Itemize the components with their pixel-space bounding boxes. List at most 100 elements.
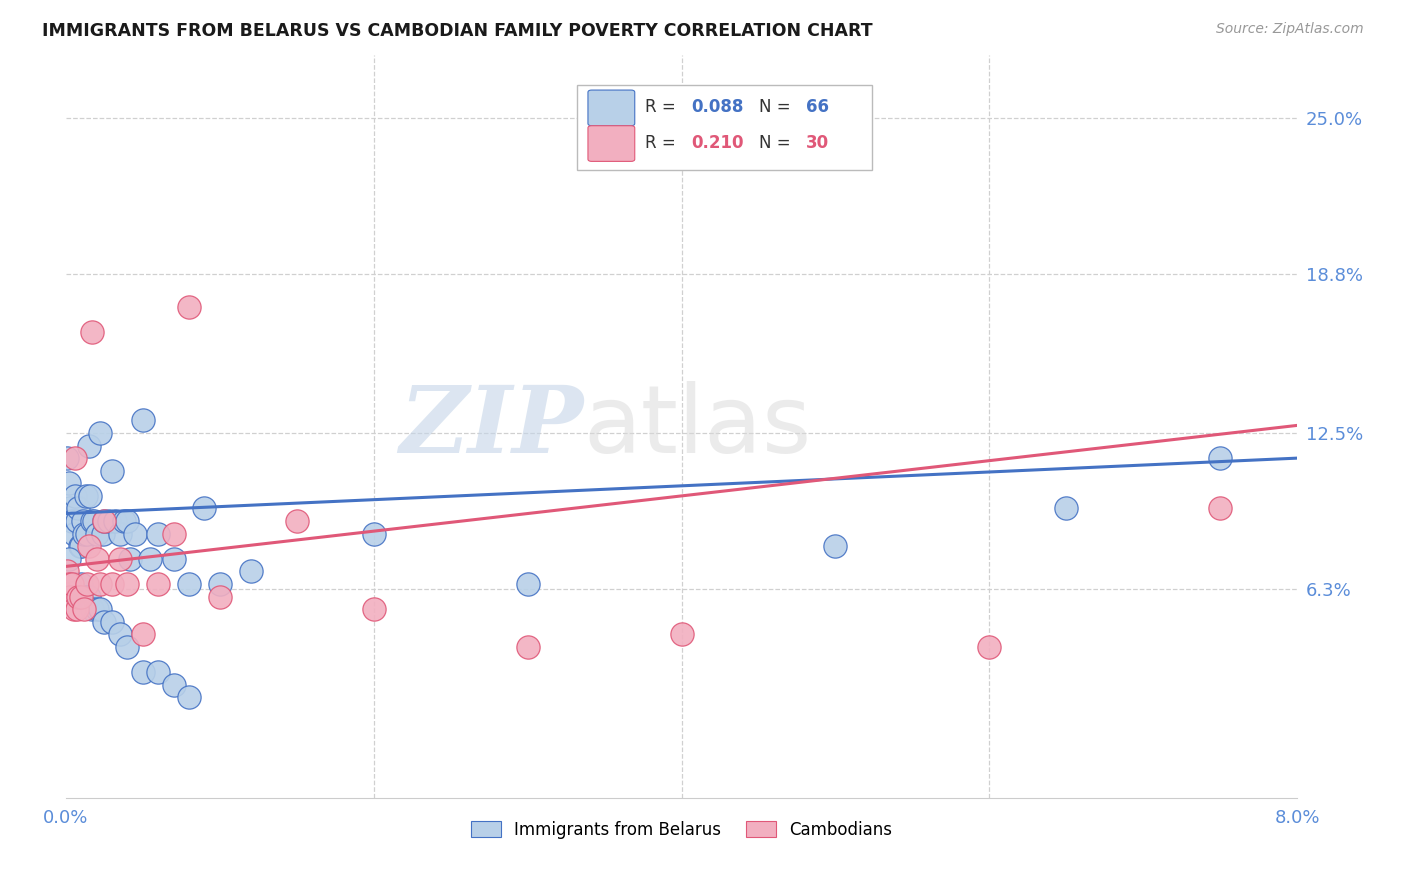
Point — [117, 640, 139, 654]
Point — [162, 526, 184, 541]
Text: Source: ZipAtlas.com: Source: ZipAtlas.com — [1216, 22, 1364, 37]
Point — [208, 577, 231, 591]
Point — [117, 577, 139, 591]
Point — [117, 514, 139, 528]
Point — [979, 640, 1001, 654]
Point — [60, 577, 83, 591]
Point — [70, 577, 93, 591]
Text: R =: R = — [644, 98, 681, 116]
Point — [124, 526, 146, 541]
Point — [77, 438, 100, 452]
Point — [671, 627, 693, 641]
Text: R =: R = — [644, 134, 681, 152]
Text: 0.088: 0.088 — [692, 98, 744, 116]
Point — [193, 501, 215, 516]
Point — [76, 577, 98, 591]
Point — [67, 590, 90, 604]
Point — [93, 514, 115, 528]
Point — [62, 577, 84, 591]
Point — [58, 577, 80, 591]
Point — [89, 425, 111, 440]
Point — [824, 539, 846, 553]
Point — [112, 514, 135, 528]
Point — [104, 514, 127, 528]
Point — [79, 489, 101, 503]
Point — [59, 501, 82, 516]
Point — [97, 514, 120, 528]
Point — [89, 577, 111, 591]
Point — [70, 539, 93, 553]
Text: IMMIGRANTS FROM BELARUS VS CAMBODIAN FAMILY POVERTY CORRELATION CHART: IMMIGRANTS FROM BELARUS VS CAMBODIAN FAM… — [42, 22, 873, 40]
Point — [83, 514, 105, 528]
Point — [56, 565, 79, 579]
Point — [101, 577, 124, 591]
Point — [77, 539, 100, 553]
Point — [1209, 501, 1232, 516]
Point — [239, 565, 262, 579]
Point — [132, 665, 155, 680]
Point — [56, 451, 79, 466]
Point — [1209, 451, 1232, 466]
Point — [60, 577, 83, 591]
Point — [80, 602, 103, 616]
Text: 30: 30 — [806, 134, 830, 152]
Point — [69, 539, 91, 553]
Text: ZIP: ZIP — [399, 382, 583, 472]
Point — [1054, 501, 1077, 516]
Point — [62, 526, 84, 541]
Point — [58, 476, 80, 491]
Point — [76, 590, 98, 604]
Point — [177, 300, 200, 314]
Point — [80, 514, 103, 528]
Point — [73, 590, 96, 604]
Point — [65, 514, 87, 528]
FancyBboxPatch shape — [576, 85, 873, 170]
Point — [86, 526, 108, 541]
Point — [86, 552, 108, 566]
Point — [146, 665, 169, 680]
Point — [63, 489, 86, 503]
Point — [101, 464, 124, 478]
Point — [59, 590, 82, 604]
Point — [67, 501, 90, 516]
Point — [516, 640, 538, 654]
Point — [75, 489, 97, 503]
FancyBboxPatch shape — [588, 126, 634, 161]
FancyBboxPatch shape — [588, 90, 634, 126]
Point — [58, 552, 80, 566]
Point — [162, 552, 184, 566]
Point — [101, 615, 124, 629]
Point — [162, 678, 184, 692]
Point — [91, 526, 114, 541]
Text: N =: N = — [759, 134, 796, 152]
Point — [59, 577, 82, 591]
Legend: Immigrants from Belarus, Cambodians: Immigrants from Belarus, Cambodians — [464, 814, 898, 846]
Point — [93, 615, 115, 629]
Point — [86, 602, 108, 616]
Point — [73, 526, 96, 541]
Point — [363, 526, 385, 541]
Point — [139, 552, 162, 566]
Point — [177, 577, 200, 591]
Text: atlas: atlas — [583, 381, 811, 473]
Point — [63, 451, 86, 466]
Point — [146, 577, 169, 591]
Point — [80, 325, 103, 339]
Text: 66: 66 — [806, 98, 830, 116]
Point — [516, 577, 538, 591]
Point — [120, 552, 142, 566]
Point — [177, 690, 200, 705]
Point — [108, 526, 131, 541]
Point — [89, 602, 111, 616]
Text: N =: N = — [759, 98, 796, 116]
Point — [63, 577, 86, 591]
Point — [285, 514, 308, 528]
Point — [132, 627, 155, 641]
Point — [60, 514, 83, 528]
Point — [208, 590, 231, 604]
Point — [77, 590, 100, 604]
Point — [70, 590, 93, 604]
Point — [73, 602, 96, 616]
Point — [108, 627, 131, 641]
Point — [72, 514, 94, 528]
